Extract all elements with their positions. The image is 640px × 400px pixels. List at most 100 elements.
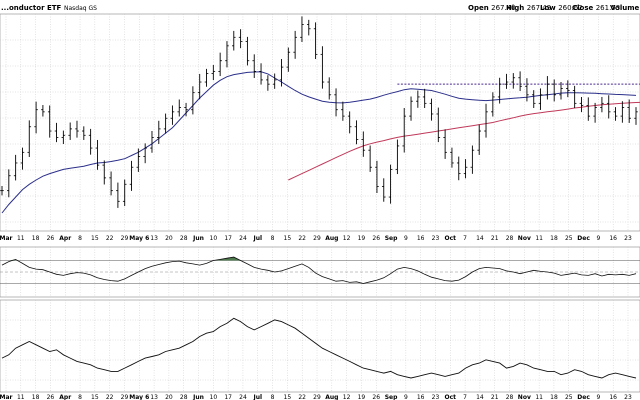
x-tick-label: Dec	[577, 235, 590, 242]
x-tick-label-bottom: 16	[609, 394, 617, 400]
x-tick-label-bottom: 23	[624, 394, 632, 400]
x-tick-label: 23	[432, 235, 440, 242]
x-tick-label: 15	[284, 235, 292, 242]
ma-slow-layer	[288, 101, 640, 181]
price-bar-89	[606, 95, 611, 119]
price-bar-56	[381, 178, 386, 202]
ma-fast-line	[1, 71, 637, 214]
ma-slow-line	[288, 101, 640, 181]
price-bar-42	[286, 47, 291, 72]
x-tick-label-bottom: 24	[239, 394, 247, 400]
price-bar-51	[347, 111, 352, 134]
x-tick-label-bottom: Aug	[325, 394, 338, 400]
price-bar-53	[361, 131, 366, 157]
price-bar-18	[122, 179, 127, 206]
x-tick-label-bottom: 15	[91, 394, 99, 400]
price-bar-10	[68, 122, 72, 140]
quote-label: Volume	[610, 4, 640, 12]
x-tick-label: Jul	[252, 235, 262, 242]
x-tick-label-bottom: 21	[491, 394, 499, 400]
quote-value: 267.40	[491, 4, 516, 12]
price-bar-57	[388, 164, 393, 204]
x-tick-label: 29	[313, 235, 321, 242]
price-bar-21	[143, 143, 147, 164]
price-bar-45	[306, 19, 311, 36]
price-bar-5	[34, 101, 38, 134]
price-bar-73	[497, 77, 502, 104]
price-bar-4	[27, 120, 32, 158]
chart-title: ...onductor ETF	[1, 4, 62, 12]
x-tick-label-bottom: 9	[596, 394, 600, 400]
x-tick-label: 7	[463, 235, 467, 242]
x-tick-label-bottom: 8	[271, 394, 275, 400]
x-tick-label-bottom: 26	[372, 394, 380, 400]
x-tick-label-bottom: 8	[78, 394, 82, 400]
x-tick-label: 22	[298, 235, 306, 242]
price-bar-71	[484, 103, 488, 138]
price-bar-82	[559, 82, 563, 100]
price-bar-6	[41, 105, 45, 117]
price-bar-93	[634, 107, 638, 125]
price-bar-66	[450, 147, 454, 168]
price-bar-16	[109, 171, 113, 196]
price-bar-46	[313, 22, 318, 60]
x-tick-label: 17	[224, 235, 232, 242]
price-bar-77	[525, 78, 529, 102]
price-bar-22	[150, 131, 154, 153]
price-grid	[0, 14, 640, 231]
x-tick-label: 19	[358, 235, 366, 242]
x-tick-label: 11	[535, 235, 543, 242]
price-bar-60	[409, 96, 413, 121]
x-tick-label-bottom: 17	[224, 394, 232, 400]
x-tick-label-bottom: May 6	[129, 394, 149, 400]
x-tick-label: 16	[417, 235, 425, 242]
x-tick-label-bottom: 20	[165, 394, 173, 400]
price-bar-84	[572, 85, 577, 109]
price-bar-0	[0, 185, 4, 196]
price-bar-79	[538, 88, 543, 110]
x-tick-label: Jun	[192, 235, 204, 242]
price-bar-43	[293, 30, 297, 59]
price-bar-37	[252, 54, 257, 78]
x-tick-label-bottom: 29	[121, 394, 129, 400]
x-tick-label: 12	[343, 235, 351, 242]
x-tick-label-bottom: 16	[417, 394, 425, 400]
x-tick-label: Sep	[385, 235, 398, 242]
price-bar-48	[327, 77, 332, 100]
x-tick-label-bottom: Sep	[385, 394, 398, 400]
price-bar-19	[129, 160, 134, 191]
quote-low: Low 260.62	[540, 4, 583, 12]
price-bar-68	[463, 159, 468, 179]
price-bar-76	[518, 71, 522, 91]
x-tick-label: 23	[624, 235, 632, 242]
quote-label: High	[506, 4, 527, 12]
price-bar-9	[61, 130, 66, 145]
x-tick-label: Aug	[325, 235, 338, 242]
price-bar-80	[545, 76, 550, 100]
price-bar-31	[211, 64, 216, 81]
quote-label: Close	[572, 4, 596, 12]
price-bar-12	[82, 126, 86, 140]
price-bar-63	[429, 98, 434, 121]
x-tick-label: 13	[150, 235, 158, 242]
price-bar-34	[231, 30, 236, 51]
price-bar-1	[7, 169, 11, 198]
x-tick-label-bottom: 13	[150, 394, 158, 400]
price-bar-32	[218, 52, 222, 77]
quote-label: Open	[468, 4, 491, 12]
price-bar-40	[272, 73, 277, 89]
price-bar-20	[136, 148, 141, 172]
oscillator-line	[1, 256, 637, 284]
x-tick-label-bottom: 7	[463, 394, 467, 400]
quote-label: Low	[540, 4, 558, 12]
indicator-panel-frame	[0, 299, 640, 393]
price-bar-13	[88, 128, 93, 155]
x-tick-label: 22	[106, 235, 114, 242]
price-bar-58	[395, 139, 400, 175]
x-axis-labels-bottom: Mar 11 18 26 Apr 8 15 22 29 May 6 13 20 28 Jun 10 17 24 J…	[0, 394, 632, 400]
price-bar-92	[627, 99, 631, 123]
oscillator-panel	[0, 246, 640, 298]
x-tick-label-bottom: Nov	[518, 394, 531, 400]
